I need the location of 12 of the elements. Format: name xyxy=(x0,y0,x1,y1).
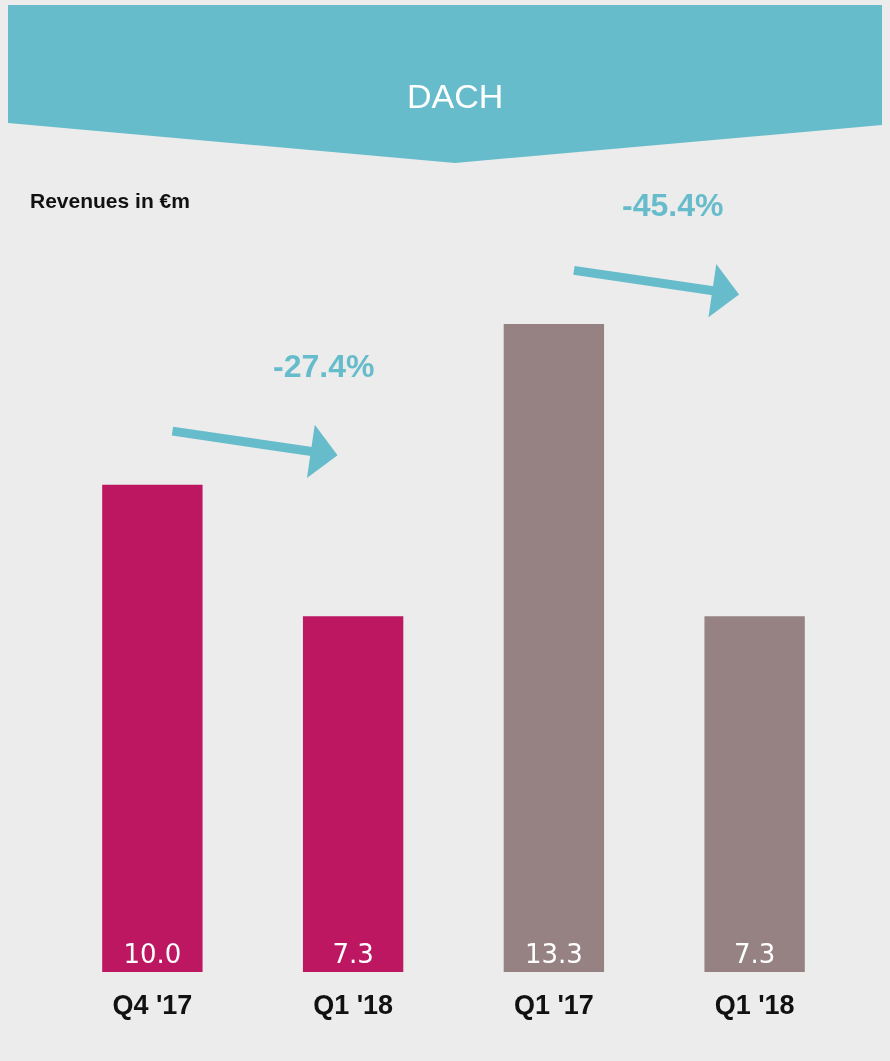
data-label: 10.0 xyxy=(123,939,182,969)
x-tick-label: Q1 '18 xyxy=(313,990,394,1020)
annotation: -27.4% xyxy=(273,348,375,384)
chart-title: DACH xyxy=(407,77,504,115)
data-label: 7.3 xyxy=(733,939,776,969)
x-tick-label: Q4 '17 xyxy=(112,990,193,1020)
x-tick-label: Q1 '18 xyxy=(714,990,795,1020)
x-tick-label: Q1 '17 xyxy=(513,990,594,1020)
chart-subtitle: Revenues in €m xyxy=(30,189,190,212)
data-label: 13.3 xyxy=(524,939,583,969)
data-label: 7.3 xyxy=(332,939,374,969)
text: -45.4% xyxy=(622,187,724,223)
